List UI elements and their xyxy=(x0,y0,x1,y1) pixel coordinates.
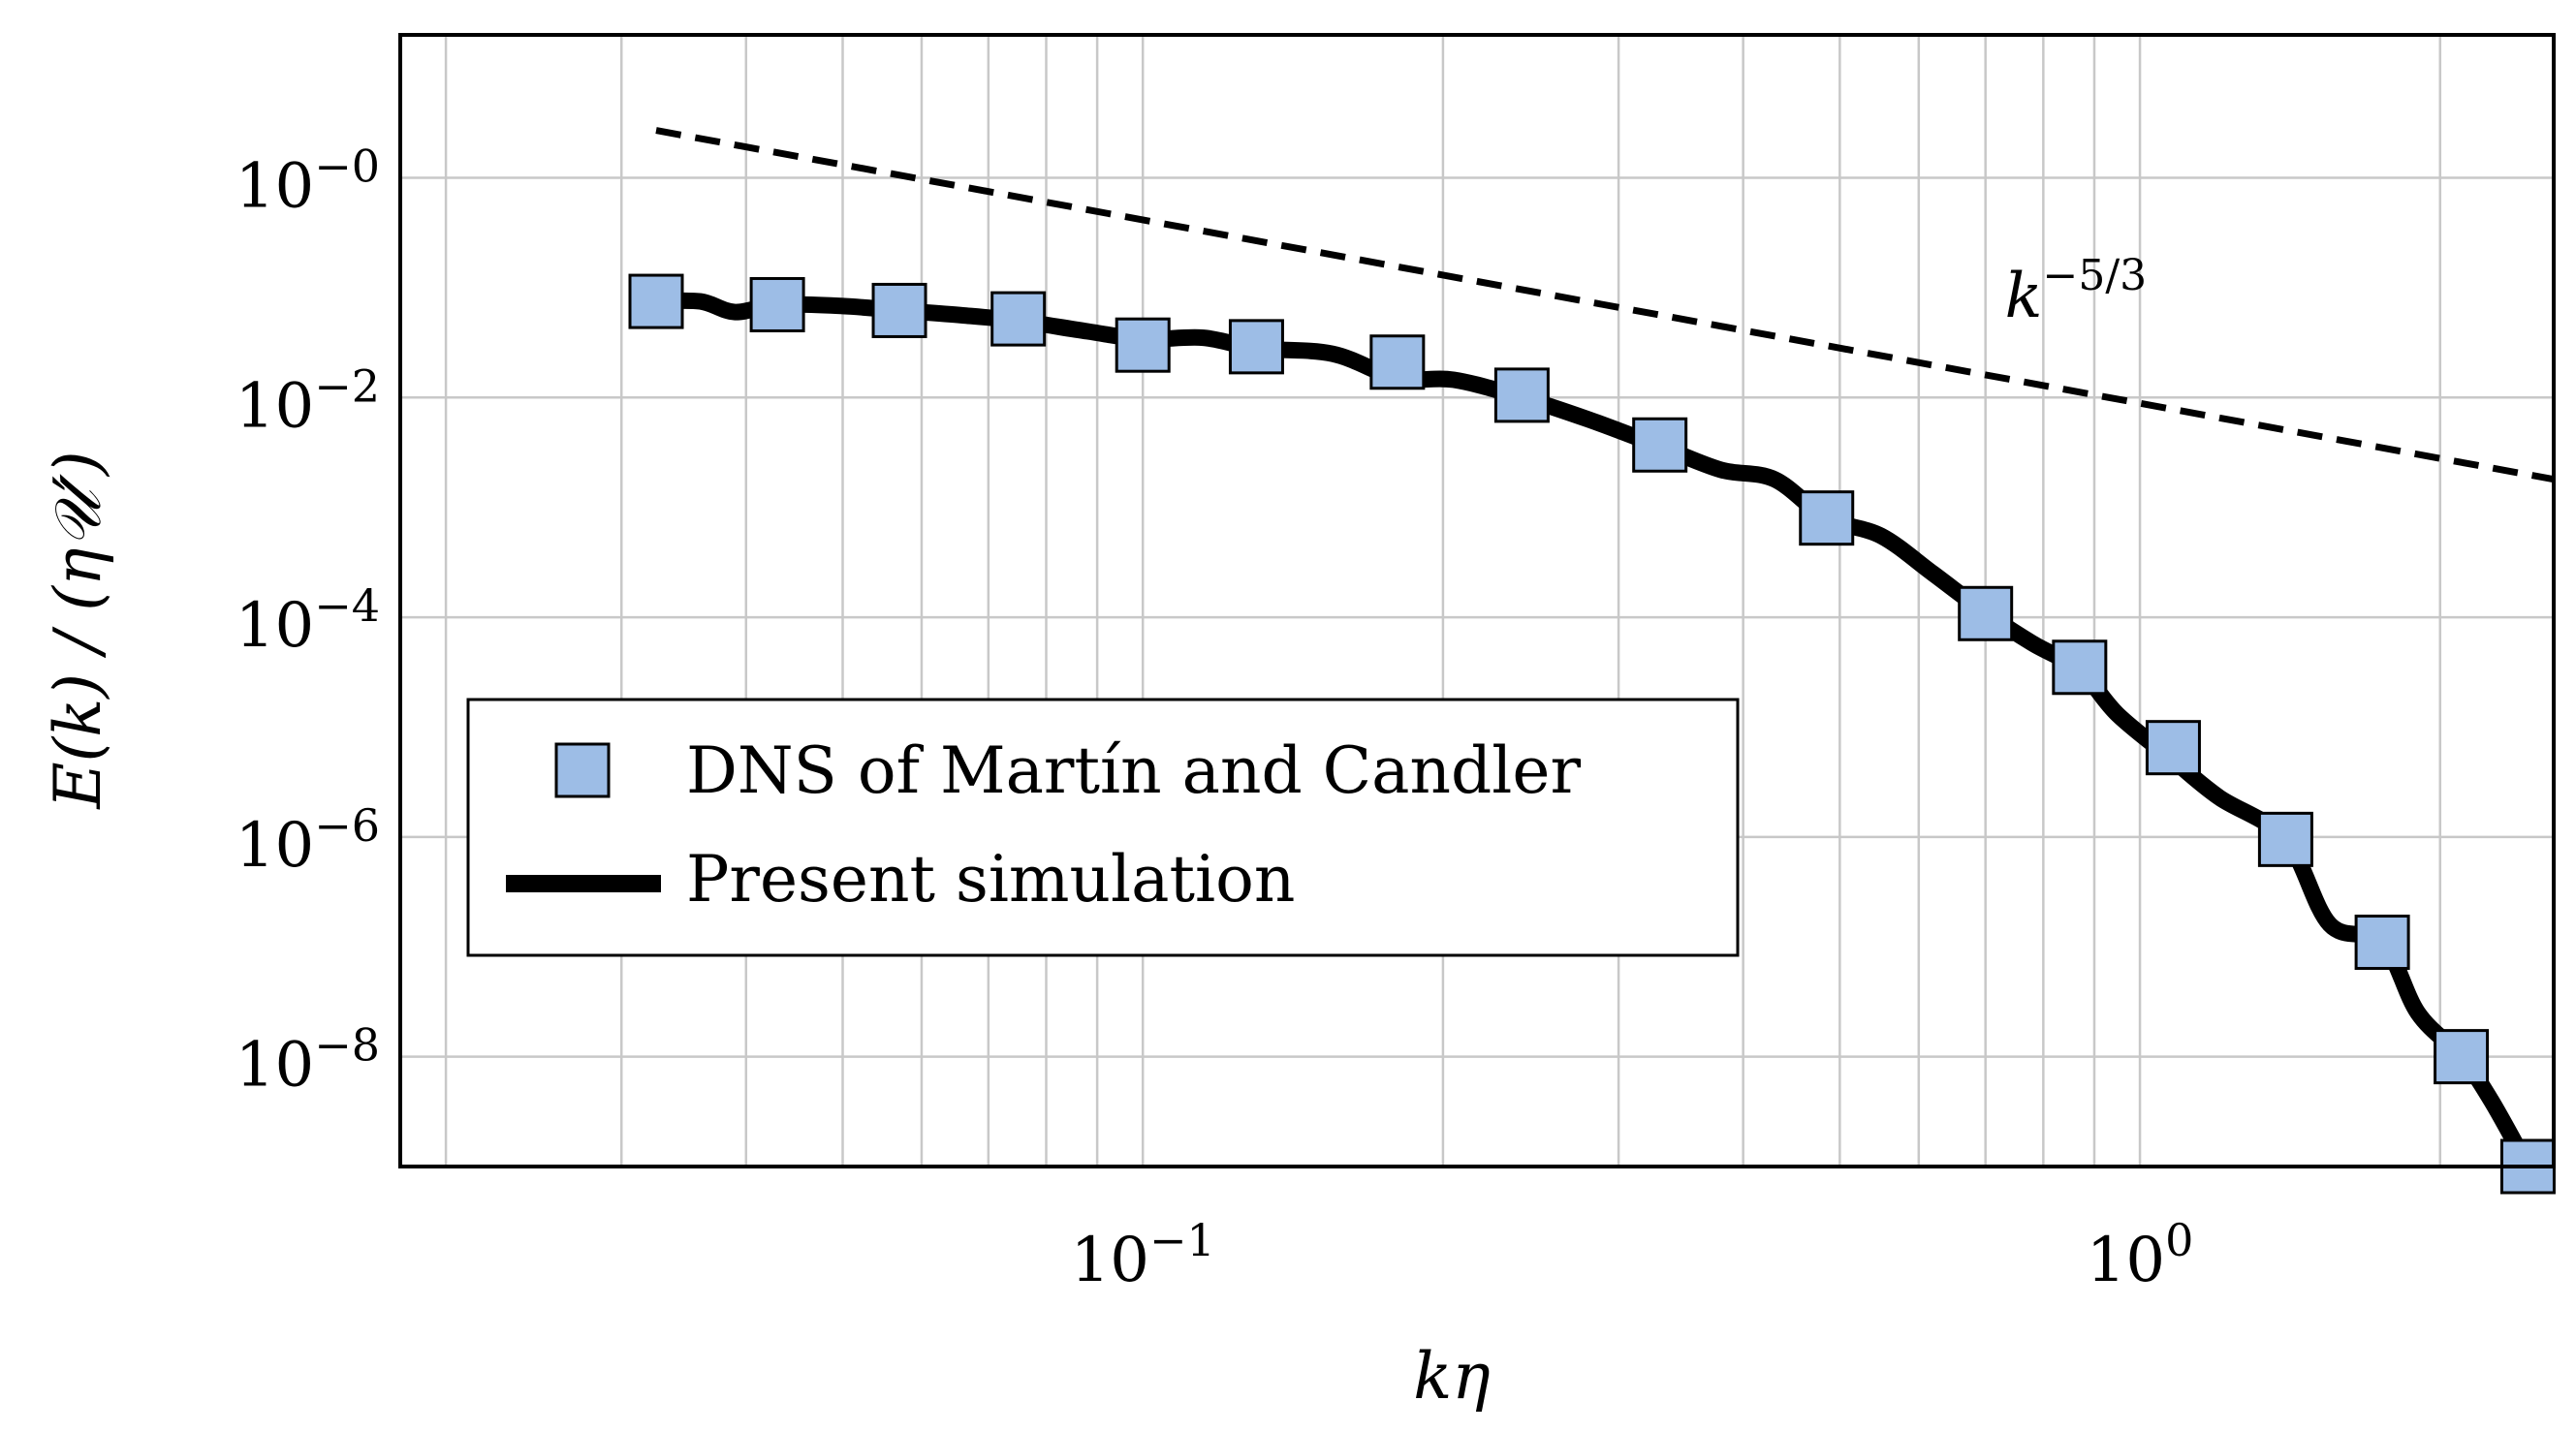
dns-data-point xyxy=(1115,317,1171,373)
legend-dns-marker xyxy=(554,742,611,798)
dns-data-point xyxy=(1493,367,1550,423)
x-axis-label: kη xyxy=(1413,1339,1491,1414)
tick-labels: 10−1 100 10−0 10−2 10−4 10−6 10−8 xyxy=(236,140,2194,1296)
y-tick-label: 10−0 xyxy=(236,140,380,223)
dns-data-point xyxy=(1799,490,1855,546)
slope-annotation-text: k−5/3 xyxy=(2005,251,2147,332)
y-tick-label: 10−6 xyxy=(236,799,380,882)
x-tick-label: 100 xyxy=(2087,1214,2194,1296)
present-simulation-line xyxy=(647,292,2536,1175)
legend-box xyxy=(466,698,1740,957)
slope-annotation: k−5/3 xyxy=(2005,251,2147,332)
y-tick-label: 10−8 xyxy=(236,1019,380,1102)
legend-present-label: Present simulation xyxy=(686,842,1295,917)
dns-data-point xyxy=(749,276,805,332)
legend-dns-label: DNS of Martín and Candler xyxy=(686,733,1581,808)
dns-data-point xyxy=(2354,915,2410,971)
y-axis-label: E(k) / (η𝒰′) xyxy=(41,451,115,809)
y-tick-label: 10−4 xyxy=(236,579,380,662)
dns-data-point xyxy=(2257,811,2313,867)
dns-data-point xyxy=(1632,417,1688,473)
dns-data-point xyxy=(2434,1029,2490,1085)
dns-data-point xyxy=(871,282,927,338)
reference-slope-line xyxy=(655,127,2555,483)
dns-data-point xyxy=(1369,334,1426,390)
legend: DNS of Martín and Candler Present simula… xyxy=(466,698,1740,957)
dns-data-point xyxy=(1958,585,2014,641)
plot-frame xyxy=(398,33,2556,1168)
dns-data-point xyxy=(628,273,684,329)
y-tick-label: 10−2 xyxy=(236,359,380,442)
dns-data-point xyxy=(2145,720,2201,776)
x-tick-label: 10−1 xyxy=(1071,1214,1215,1296)
dns-data-point xyxy=(2052,639,2108,696)
dns-data-point xyxy=(1228,319,1284,375)
dns-data-point xyxy=(990,291,1047,347)
series-layer xyxy=(628,127,2556,1195)
